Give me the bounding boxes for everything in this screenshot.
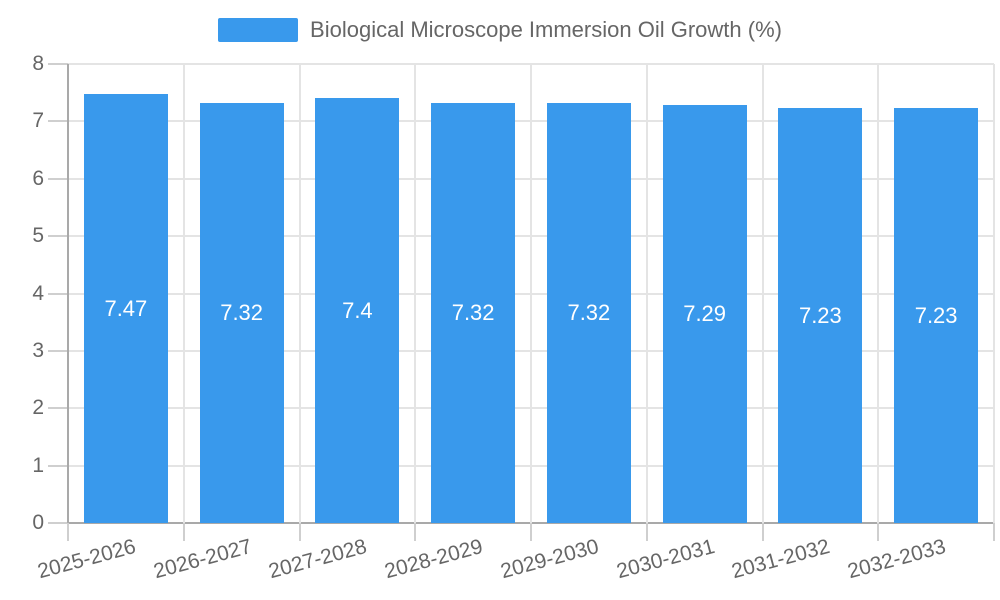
bar-value-label: 7.32 [220,300,264,325]
chart-legend[interactable]: Biological Microscope Immersion Oil Grow… [0,16,1000,44]
y-axis-tick [48,464,68,467]
x-gridline [877,64,880,523]
bar-2032-2033[interactable]: 7.23 [894,108,979,523]
x-axis-tick [182,523,185,541]
bar-value-label: 7.47 [104,295,148,321]
bar-value-label: 7.4 [342,297,373,323]
x-axis-tick [761,523,764,541]
bar-2027-2028[interactable]: 7.4 [315,98,400,523]
x-gridline [414,64,417,523]
y-axis-tick-label: 5 [32,224,44,248]
y-axis-tick [48,349,68,352]
y-axis-tick [48,292,68,295]
x-axis-tick [414,523,417,541]
x-gridline [993,64,995,523]
y-axis-tick [48,407,68,410]
y-axis-tick-label: 1 [32,453,44,477]
y-axis-tick-label: 3 [32,338,44,362]
x-axis-tick [67,523,69,541]
x-gridline [298,64,301,523]
legend-label: Biological Microscope Immersion Oil Grow… [310,17,782,42]
bar-2030-2031[interactable]: 7.29 [662,104,747,523]
y-axis-tick-label: 6 [32,166,44,190]
y-axis-line [67,64,69,523]
bar-2029-2030[interactable]: 7.32 [546,103,631,523]
bar-value-label: 7.23 [798,302,842,328]
y-axis-tick-label: 8 [32,52,44,75]
x-axis-tick [298,523,301,541]
y-axis-tick [48,177,68,180]
y-axis-tick [48,120,68,123]
y-axis-tick-label: 4 [32,281,44,305]
bar-value-label: 7.23 [914,302,958,328]
x-gridline [645,64,648,523]
bar-2025-2026[interactable]: 7.47 [83,94,168,523]
y-axis-tick-label: 0 [32,511,44,534]
x-axis-tick [530,523,532,541]
x-axis-tick [993,523,995,541]
y-axis-tick [48,63,68,65]
bar-2026-2027[interactable]: 7.32 [199,103,284,523]
x-gridline [530,64,532,523]
bar-value-label: 7.29 [683,300,727,326]
legend-swatch-icon [218,18,299,42]
bar-2031-2032[interactable]: 7.23 [778,108,863,523]
x-gridline [761,64,764,523]
y-axis-tick [48,235,68,238]
bar-2028-2029[interactable]: 7.32 [431,103,516,523]
y-axis-tick-label: 2 [32,396,44,420]
x-gridline [182,64,185,523]
y-axis-tick [48,522,68,524]
x-axis-tick [877,523,880,541]
bar-value-label: 7.32 [567,300,611,325]
plot-area: 7.47 7.32 7.4 7.32 7.32 7.29 7.23 7.23 [48,63,995,541]
x-axis-tick [645,523,648,541]
y-axis-tick-label: 7 [32,109,44,133]
bar-value-label: 7.32 [451,300,495,325]
